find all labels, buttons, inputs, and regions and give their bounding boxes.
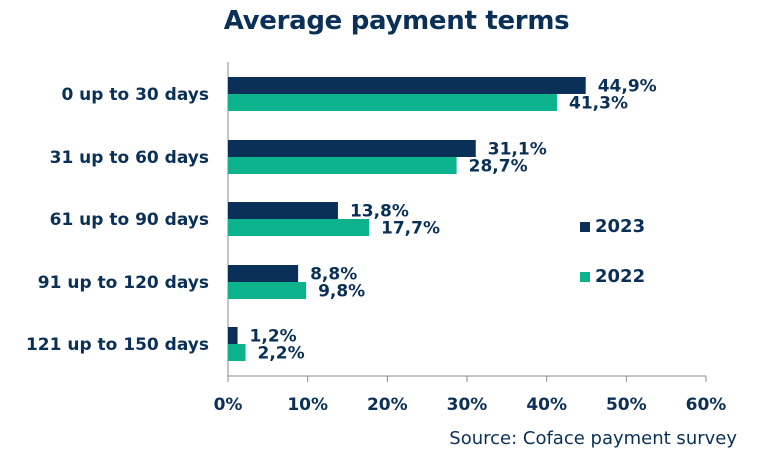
data-label-2022: 41,3%: [569, 94, 628, 114]
category-label: 61 up to 90 days: [50, 210, 209, 230]
bar-2022: [228, 219, 370, 236]
x-tick-label: 20%: [367, 395, 408, 415]
data-label-2023: 1,2%: [250, 327, 297, 347]
category-label: 31 up to 60 days: [50, 148, 209, 168]
bar-2023: [228, 77, 586, 94]
x-tick-label: 0%: [214, 395, 243, 415]
source-note: Source: Coface payment survey: [449, 428, 737, 449]
legend-label-2023: 2023: [595, 216, 645, 237]
bar-2023: [228, 265, 299, 282]
x-tick-label: 50%: [606, 395, 647, 415]
data-label-2022: 17,7%: [381, 219, 440, 239]
bar-2023: [228, 327, 238, 344]
data-label-2023: 44,9%: [598, 77, 657, 97]
data-label-2022: 9,8%: [318, 282, 365, 302]
bar-2022: [228, 157, 457, 174]
data-label-2023: 13,8%: [350, 202, 409, 222]
x-tick-label: 60%: [686, 395, 727, 415]
data-label-2022: 2,2%: [258, 344, 305, 364]
category-label: 91 up to 120 days: [38, 273, 209, 293]
bar-2022: [228, 282, 307, 299]
x-tick-label: 40%: [526, 395, 567, 415]
legend-swatch-2022: [580, 272, 590, 282]
data-label-2023: 31,1%: [488, 140, 547, 160]
x-tick-label: 30%: [447, 395, 488, 415]
chart-title: Average payment terms: [223, 6, 570, 36]
legend-swatch-2023: [580, 222, 590, 232]
data-label-2022: 28,7%: [469, 157, 528, 177]
bar-2022: [228, 344, 246, 361]
bar-2022: [228, 94, 558, 111]
category-label: 0 up to 30 days: [61, 85, 209, 105]
legend-label-2022: 2022: [595, 266, 645, 287]
bar-2023: [228, 202, 338, 219]
x-tick-label: 10%: [287, 395, 328, 415]
bar-2023: [228, 140, 476, 157]
data-label-2023: 8,8%: [310, 265, 357, 285]
category-label: 121 up to 150 days: [26, 335, 209, 355]
